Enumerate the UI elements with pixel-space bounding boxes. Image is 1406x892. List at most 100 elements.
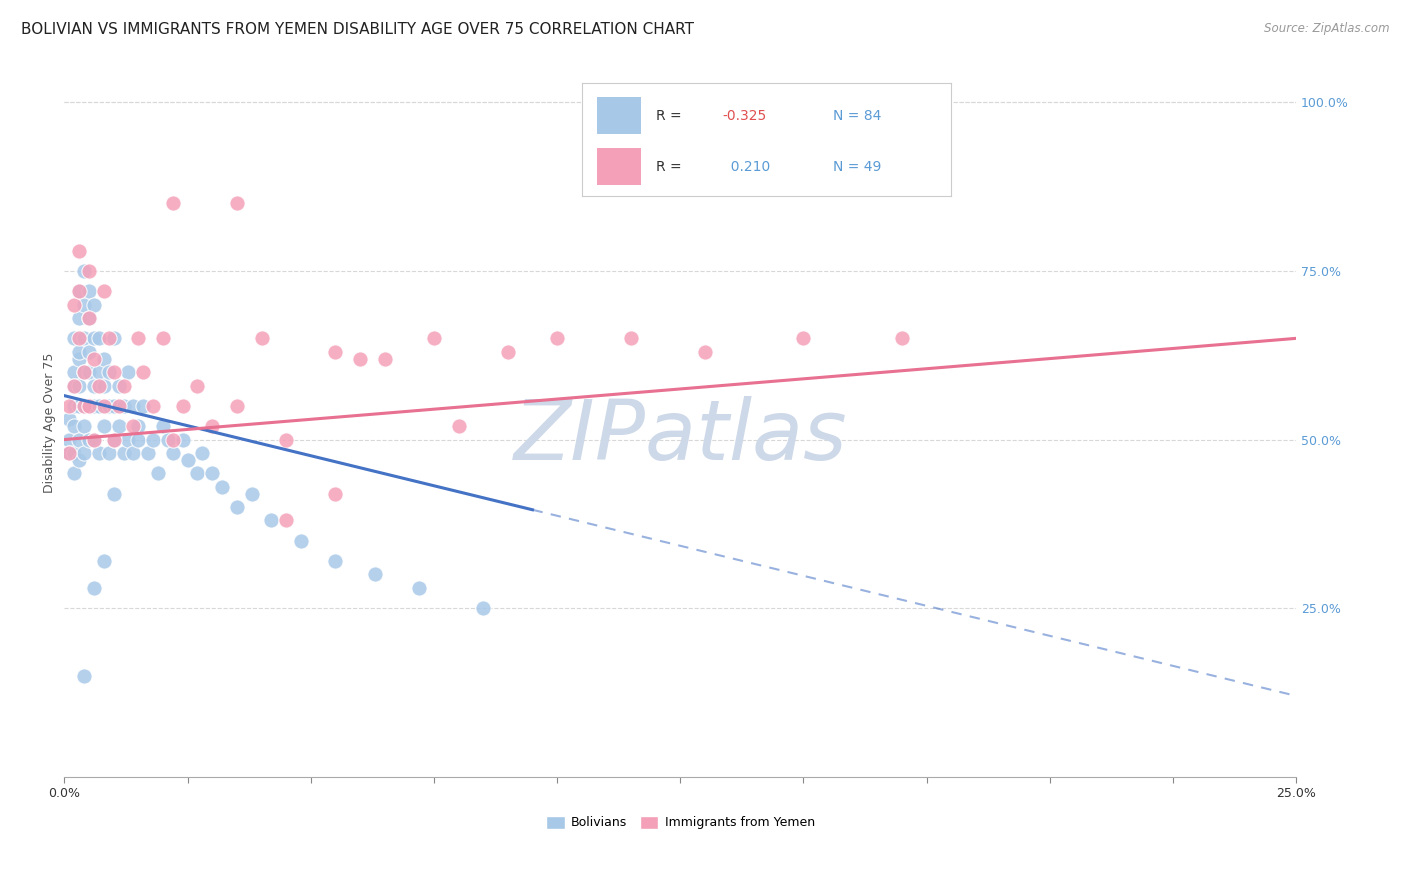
Point (792, 331, 814, 345)
Point (103, 399, 125, 413)
Point (67, 311, 90, 326)
Point (83, 351, 105, 366)
Point (93, 419, 115, 434)
Point (142, 433, 165, 447)
Point (97, 365, 120, 379)
Point (211, 480, 233, 494)
Point (162, 433, 184, 447)
Point (73, 331, 96, 345)
Point (172, 399, 194, 413)
Point (122, 419, 145, 434)
Point (73, 399, 96, 413)
Point (103, 433, 125, 447)
Point (77, 284, 100, 298)
Point (423, 331, 446, 345)
Point (73, 365, 96, 379)
Point (63, 298, 86, 312)
Point (67, 284, 90, 298)
Point (103, 433, 125, 447)
Point (73, 668, 96, 682)
Point (112, 446, 135, 460)
Point (77, 433, 100, 447)
Point (162, 446, 184, 460)
Point (186, 378, 208, 392)
Point (290, 533, 312, 548)
Point (107, 419, 129, 434)
Point (172, 433, 194, 447)
Point (77, 264, 100, 278)
Point (73, 419, 96, 434)
Point (276, 514, 298, 528)
Point (225, 196, 247, 211)
Point (97, 446, 120, 460)
Point (83, 399, 105, 413)
Point (260, 514, 283, 528)
Point (87, 446, 110, 460)
Point (77, 365, 100, 379)
Point (186, 467, 208, 481)
Point (77, 311, 100, 326)
Point (73, 264, 96, 278)
Point (408, 581, 430, 595)
Point (63, 399, 86, 413)
Text: ZIPatlas: ZIPatlas (513, 396, 846, 477)
Point (132, 365, 155, 379)
Point (103, 486, 125, 500)
Point (225, 500, 247, 514)
Point (240, 486, 263, 500)
Point (891, 331, 914, 345)
Point (447, 419, 470, 434)
Point (93, 284, 115, 298)
Point (374, 351, 396, 366)
Point (83, 298, 105, 312)
Point (63, 467, 86, 481)
Point (83, 331, 105, 345)
Point (122, 446, 145, 460)
Point (83, 581, 105, 595)
Point (63, 446, 86, 460)
Point (63, 331, 86, 345)
Point (58, 433, 80, 447)
Point (132, 399, 155, 413)
Point (58, 446, 80, 460)
Point (127, 433, 149, 447)
Point (87, 399, 110, 413)
Point (142, 399, 165, 413)
Text: Source: ZipAtlas.com: Source: ZipAtlas.com (1264, 22, 1389, 36)
Point (693, 344, 716, 359)
Point (112, 378, 135, 392)
Point (93, 351, 115, 366)
Point (325, 486, 347, 500)
Point (117, 365, 139, 379)
Point (225, 399, 247, 413)
Point (122, 399, 145, 413)
Point (472, 601, 495, 615)
Point (325, 344, 347, 359)
Point (87, 365, 110, 379)
Point (276, 433, 298, 447)
Point (67, 331, 90, 345)
Point (364, 567, 387, 582)
Point (67, 452, 90, 467)
Point (77, 311, 100, 326)
Point (67, 284, 90, 298)
Point (93, 399, 115, 413)
Point (67, 399, 90, 413)
Text: BOLIVIAN VS IMMIGRANTS FROM YEMEN DISABILITY AGE OVER 75 CORRELATION CHART: BOLIVIAN VS IMMIGRANTS FROM YEMEN DISABI… (21, 22, 695, 37)
Point (325, 554, 347, 568)
Point (201, 467, 224, 481)
Point (77, 399, 100, 413)
Point (67, 244, 90, 258)
Point (73, 365, 96, 379)
Y-axis label: Disability Age Over 75: Disability Age Over 75 (44, 352, 56, 493)
Point (162, 196, 184, 211)
Point (620, 331, 643, 345)
Point (136, 446, 159, 460)
Point (152, 419, 174, 434)
Point (63, 365, 86, 379)
Point (63, 378, 86, 392)
Point (73, 298, 96, 312)
Point (496, 344, 519, 359)
Point (191, 446, 214, 460)
Point (67, 378, 90, 392)
